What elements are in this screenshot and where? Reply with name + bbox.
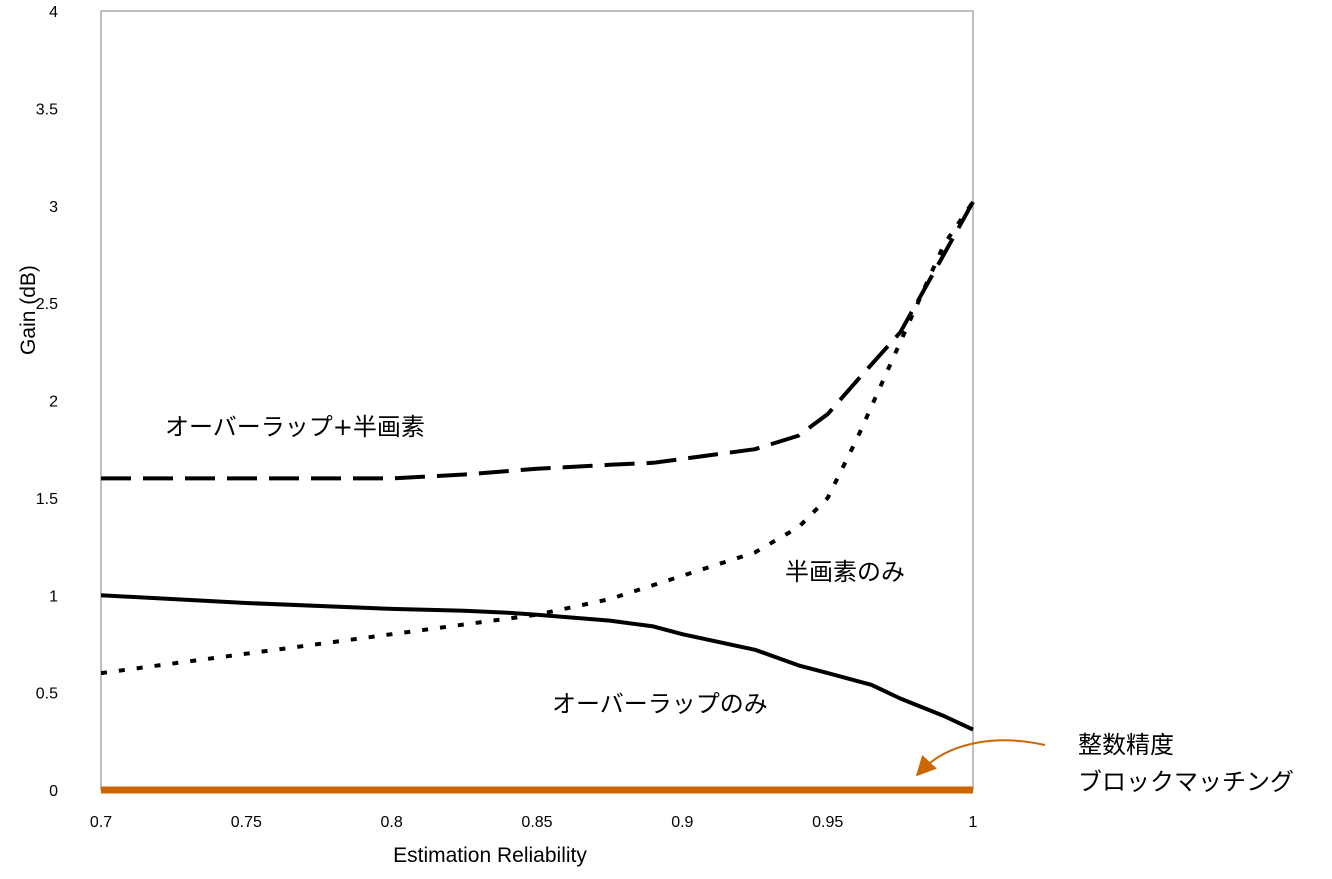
series-line-dotted	[100, 200, 975, 676]
x-tick-label: 1	[969, 814, 978, 831]
y-tick-label: 3	[49, 199, 58, 216]
series-layer	[100, 200, 975, 794]
y-axis-ticks: 0 0.5 1 1.5 2 2.5 3 3.5 4	[36, 4, 58, 800]
baseline-arrow	[915, 739, 1046, 777]
series-line-solid	[100, 593, 974, 732]
y-tick-label: 1	[49, 588, 58, 605]
y-tick-label: 1.5	[36, 491, 58, 508]
x-tick-label: 0.8	[381, 814, 403, 831]
label-integer-blockmatching-line2: ブロックマッチング	[1078, 768, 1294, 796]
x-tick-label: 0.85	[521, 814, 552, 831]
label-overlap-halfpixel: オーバーラップ+半画素	[165, 413, 425, 441]
x-axis-title: Estimation Reliability	[393, 844, 587, 867]
series-line-long-dash	[101, 200, 975, 481]
x-tick-label: 0.75	[231, 814, 262, 831]
y-axis-title: Gain (dB)	[17, 265, 40, 355]
y-tick-label: 2	[49, 394, 58, 411]
label-overlap-only: オーバーラップのみ	[552, 690, 768, 718]
x-axis-ticks: 0.7 0.75 0.8 0.85 0.9 0.95 1	[90, 814, 978, 831]
y-tick-label: 3.5	[36, 101, 58, 118]
y-tick-label: 4	[49, 4, 58, 21]
y-tick-label: 0	[49, 783, 58, 800]
x-tick-label: 0.9	[671, 814, 693, 831]
x-tick-label: 0.7	[90, 814, 112, 831]
y-tick-label: 2.5	[36, 296, 58, 313]
x-tick-label: 0.95	[812, 814, 843, 831]
label-integer-blockmatching-line1: 整数精度	[1078, 731, 1174, 759]
label-halfpixel-only: 半画素のみ	[785, 558, 905, 586]
y-tick-label: 0.5	[36, 686, 58, 703]
